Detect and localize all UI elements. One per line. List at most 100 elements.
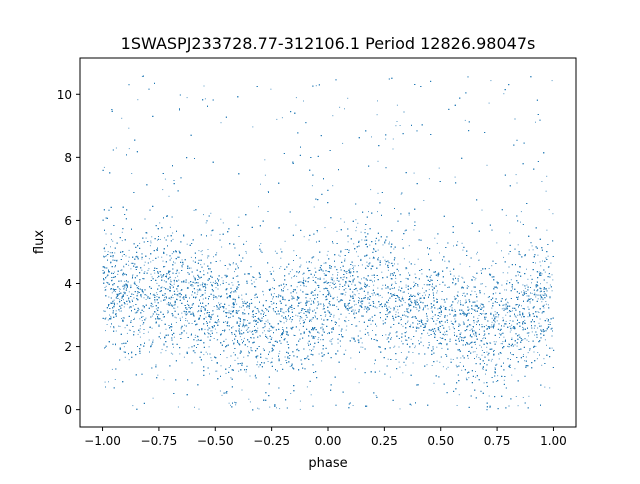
data-point [225,289,227,291]
data-point [309,332,311,334]
data-point [157,256,159,258]
data-point [360,258,362,260]
data-point [357,222,359,224]
data-point [174,277,176,279]
data-point [323,306,325,308]
data-point [344,108,345,110]
data-point [148,258,150,260]
data-point [231,282,233,284]
data-point [345,316,347,318]
data-point [452,310,454,312]
data-point [437,308,439,310]
data-point [454,284,456,286]
data-point [398,270,399,272]
data-point [404,230,406,232]
data-point [338,318,340,320]
data-point [417,285,419,287]
data-point [119,310,121,312]
data-point [239,306,241,308]
data-point [121,318,122,319]
data-point [172,238,174,240]
data-point [552,279,554,281]
data-point [221,394,223,396]
data-point [522,284,524,286]
data-point [457,349,459,351]
data-point [245,240,247,242]
data-point [318,353,320,355]
data-point [164,266,166,267]
data-point [207,257,209,259]
data-point [423,284,425,286]
data-point [402,291,404,293]
data-point [132,405,134,407]
data-point [308,300,310,302]
data-point [421,273,423,275]
data-point [472,331,473,333]
data-point [151,303,153,305]
data-point [360,346,362,348]
data-point [516,345,518,347]
data-point [369,305,371,306]
data-point [255,278,257,280]
data-point [293,334,295,336]
data-point [269,351,271,353]
data-point [420,337,422,339]
data-point [345,305,347,307]
data-point [225,372,227,374]
data-point [173,304,175,306]
data-point [528,395,530,397]
data-point [458,275,460,277]
data-point [531,282,532,284]
data-point [289,365,291,367]
data-point [329,292,331,294]
data-point [131,173,133,174]
data-point [108,381,109,383]
data-point [126,288,127,289]
data-point [264,325,266,327]
data-point [287,357,288,359]
data-point [209,373,210,375]
data-point [211,330,213,332]
data-point [310,394,312,396]
data-point [247,346,249,348]
data-point [540,325,542,327]
data-point [520,211,522,213]
data-point [273,326,275,328]
data-point [311,300,313,302]
data-point [300,289,302,291]
data-point [128,291,130,293]
data-point [428,288,430,290]
data-point [476,347,477,349]
data-point [541,301,543,303]
data-point [521,291,522,293]
data-point [379,370,381,372]
data-point [450,305,452,307]
data-point [392,288,394,289]
data-point [260,243,262,244]
data-point [373,284,375,286]
data-point [154,301,156,303]
data-point [295,97,297,99]
data-point [369,318,371,320]
data-point [328,293,329,295]
data-point [265,320,267,322]
data-point [161,319,163,321]
data-point [250,331,252,333]
data-point [350,272,352,274]
data-point [367,293,369,295]
data-point [149,245,151,247]
data-point [216,332,218,334]
data-point [113,299,115,301]
data-point [288,300,290,302]
data-point [354,294,356,296]
data-point [159,239,161,240]
data-point [330,341,332,343]
data-point [279,350,281,352]
data-point [347,97,349,99]
data-point [112,256,114,258]
data-point [130,284,132,286]
data-point [406,308,408,309]
data-point [300,311,302,313]
data-point [299,400,301,402]
data-point [426,275,428,277]
